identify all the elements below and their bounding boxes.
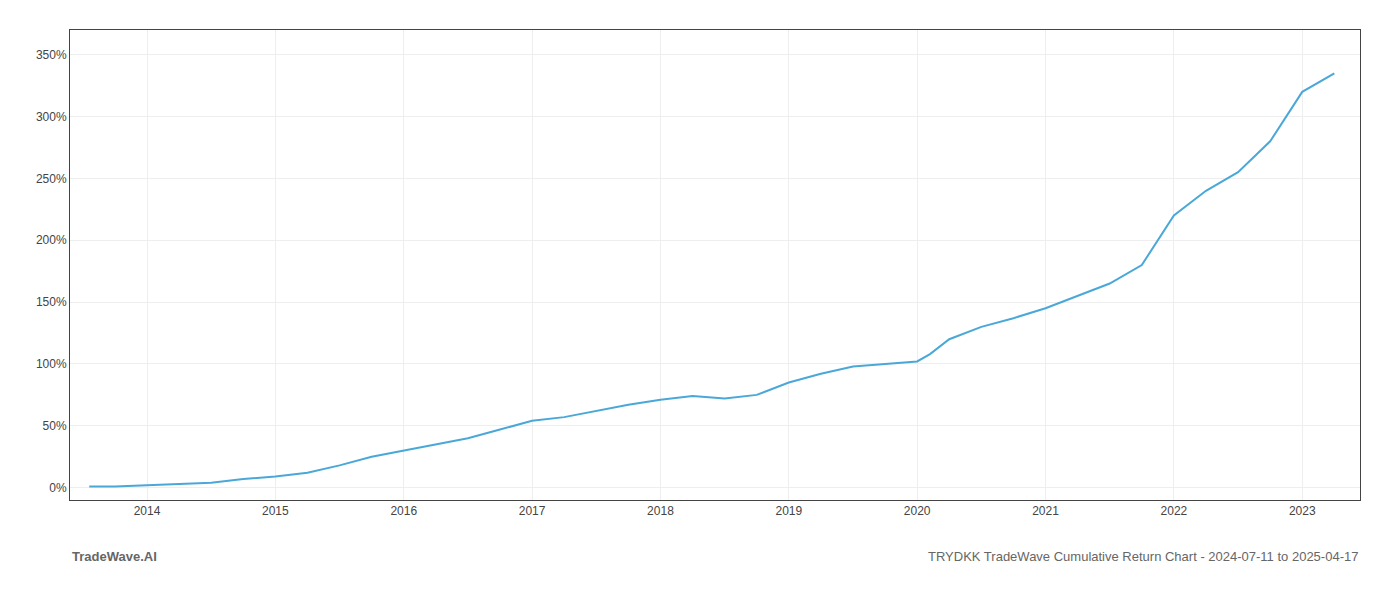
svg-text:300%: 300% <box>36 110 67 124</box>
svg-text:2015: 2015 <box>262 504 289 518</box>
svg-text:TradeWave.AI: TradeWave.AI <box>72 549 157 564</box>
svg-text:2017: 2017 <box>519 504 546 518</box>
svg-text:2016: 2016 <box>390 504 417 518</box>
svg-text:2023: 2023 <box>1289 504 1316 518</box>
svg-text:0%: 0% <box>49 481 67 495</box>
svg-text:2019: 2019 <box>775 504 802 518</box>
svg-text:100%: 100% <box>36 357 67 371</box>
svg-text:2021: 2021 <box>1032 504 1059 518</box>
svg-text:2020: 2020 <box>904 504 931 518</box>
svg-text:2018: 2018 <box>647 504 674 518</box>
svg-text:250%: 250% <box>36 172 67 186</box>
svg-text:2014: 2014 <box>134 504 161 518</box>
svg-text:TRYDKK TradeWave Cumulative Re: TRYDKK TradeWave Cumulative Return Chart… <box>928 549 1358 564</box>
svg-text:50%: 50% <box>43 419 67 433</box>
svg-text:350%: 350% <box>36 48 67 62</box>
svg-text:200%: 200% <box>36 233 67 247</box>
svg-text:150%: 150% <box>36 295 67 309</box>
svg-text:2022: 2022 <box>1161 504 1188 518</box>
